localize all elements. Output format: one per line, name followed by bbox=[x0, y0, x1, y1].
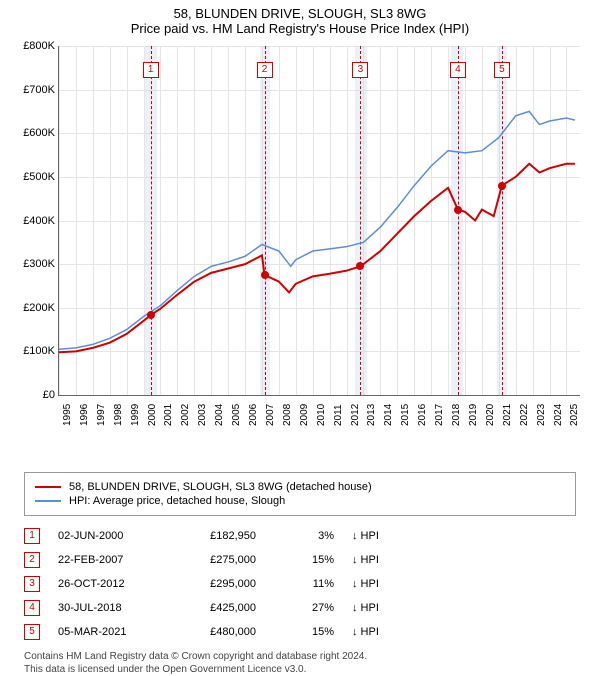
transaction-marker: 3 bbox=[24, 576, 40, 592]
transaction-row: 5 05-MAR-2021 £480,000 15% ↓ HPI bbox=[24, 620, 576, 644]
y-tick-label: £0 bbox=[11, 389, 55, 401]
transaction-price: £275,000 bbox=[176, 554, 256, 566]
footer-line-2: This data is licensed under the Open Gov… bbox=[24, 663, 576, 676]
legend-swatch bbox=[35, 486, 61, 488]
y-tick-label: £700K bbox=[11, 84, 55, 96]
transaction-row: 2 22-FEB-2007 £275,000 15% ↓ HPI bbox=[24, 548, 576, 572]
transaction-price: £480,000 bbox=[176, 626, 256, 638]
transaction-price: £295,000 bbox=[176, 578, 256, 590]
x-axis-labels: 1995199619971998199920002001200220032004… bbox=[58, 396, 580, 432]
transaction-marker: 1 bbox=[24, 528, 40, 544]
transaction-row: 3 26-OCT-2012 £295,000 11% ↓ HPI bbox=[24, 572, 576, 596]
transaction-diff: 15% bbox=[274, 626, 334, 638]
sale-point bbox=[261, 271, 269, 279]
legend-swatch bbox=[35, 500, 61, 502]
transaction-price: £425,000 bbox=[176, 602, 256, 614]
transactions-table: 1 02-JUN-2000 £182,950 3% ↓ HPI 2 22-FEB-2007 £… bbox=[24, 524, 576, 644]
transaction-row: 1 02-JUN-2000 £182,950 3% ↓ HPI bbox=[24, 524, 576, 548]
transaction-diff: 3% bbox=[274, 530, 334, 542]
y-tick-label: £600K bbox=[11, 127, 55, 139]
y-tick-label: £800K bbox=[11, 40, 55, 52]
transaction-row: 4 30-JUL-2018 £425,000 27% ↓ HPI bbox=[24, 596, 576, 620]
transaction-price: £182,950 bbox=[176, 530, 256, 542]
transaction-date: 30-JUL-2018 bbox=[58, 602, 158, 614]
y-tick-label: £500K bbox=[11, 171, 55, 183]
transaction-vs-hpi: ↓ HPI bbox=[352, 626, 392, 638]
legend-item: 58, BLUNDEN DRIVE, SLOUGH, SL3 8WG (deta… bbox=[35, 481, 565, 493]
transaction-diff: 11% bbox=[274, 578, 334, 590]
series-hpi bbox=[59, 111, 575, 349]
transaction-vs-hpi: ↓ HPI bbox=[352, 530, 392, 542]
transaction-marker: 2 bbox=[24, 552, 40, 568]
y-tick-label: £100K bbox=[11, 345, 55, 357]
transaction-marker: 5 bbox=[24, 624, 40, 640]
transaction-date: 05-MAR-2021 bbox=[58, 626, 158, 638]
footer-attribution: Contains HM Land Registry data © Crown c… bbox=[24, 650, 576, 676]
chart-subtitle: Price paid vs. HM Land Registry's House … bbox=[10, 21, 590, 36]
legend-label: HPI: Average price, detached house, Slou… bbox=[69, 495, 285, 507]
sale-point bbox=[498, 182, 506, 190]
x-tick-label: 2025 bbox=[569, 404, 600, 426]
footer-line-1: Contains HM Land Registry data © Crown c… bbox=[24, 650, 576, 663]
series-property bbox=[59, 164, 575, 352]
chart-title: 58, BLUNDEN DRIVE, SLOUGH, SL3 8WG bbox=[10, 6, 590, 21]
transaction-date: 02-JUN-2000 bbox=[58, 530, 158, 542]
y-tick-label: £200K bbox=[11, 302, 55, 314]
line-chart: £0£100K£200K£300K£400K£500K£600K£700K£80… bbox=[58, 46, 580, 396]
sale-point bbox=[454, 206, 462, 214]
legend: 58, BLUNDEN DRIVE, SLOUGH, SL3 8WG (deta… bbox=[24, 472, 576, 516]
transaction-diff: 27% bbox=[274, 602, 334, 614]
y-tick-label: £400K bbox=[11, 215, 55, 227]
y-tick-label: £300K bbox=[11, 258, 55, 270]
transaction-date: 22-FEB-2007 bbox=[58, 554, 158, 566]
transaction-date: 26-OCT-2012 bbox=[58, 578, 158, 590]
legend-item: HPI: Average price, detached house, Slou… bbox=[35, 495, 565, 507]
legend-label: 58, BLUNDEN DRIVE, SLOUGH, SL3 8WG (deta… bbox=[69, 481, 372, 493]
sale-point bbox=[147, 311, 155, 319]
transaction-marker: 4 bbox=[24, 600, 40, 616]
transaction-vs-hpi: ↓ HPI bbox=[352, 578, 392, 590]
transaction-diff: 15% bbox=[274, 554, 334, 566]
transaction-vs-hpi: ↓ HPI bbox=[352, 602, 392, 614]
sale-point bbox=[356, 262, 364, 270]
transaction-vs-hpi: ↓ HPI bbox=[352, 554, 392, 566]
